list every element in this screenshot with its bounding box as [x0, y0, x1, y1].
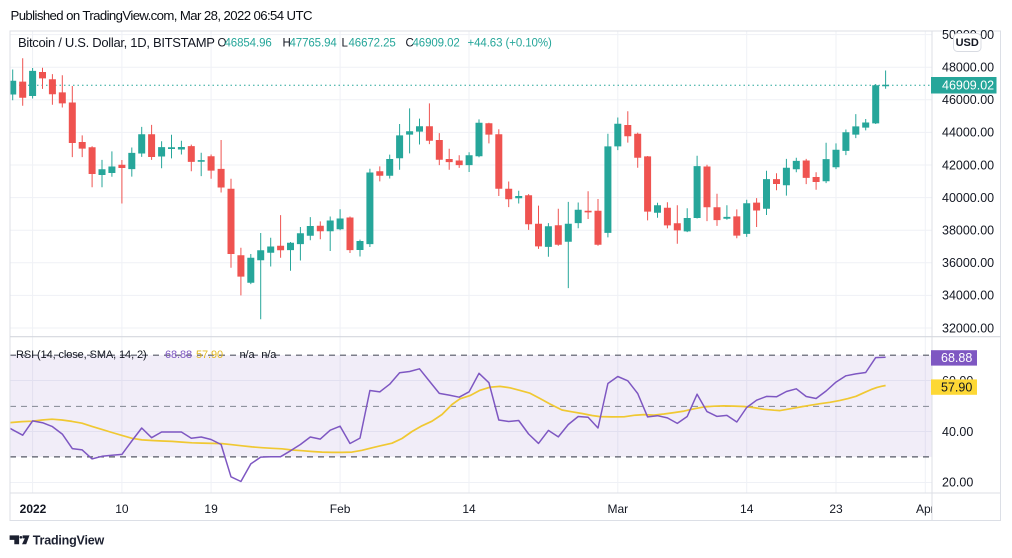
svg-text:TradingView: TradingView: [33, 533, 105, 547]
svg-text:23: 23: [829, 502, 843, 516]
svg-text:46672.25: 46672.25: [349, 38, 396, 50]
svg-text:H: H: [283, 38, 291, 50]
svg-text:46854.96: 46854.96: [225, 38, 272, 50]
svg-text:42000.00: 42000.00: [942, 158, 994, 172]
svg-text:68.88: 68.88: [941, 351, 972, 365]
svg-text:36000.00: 36000.00: [942, 256, 994, 270]
svg-text:34000.00: 34000.00: [942, 289, 994, 303]
svg-text:40.00: 40.00: [942, 425, 973, 439]
svg-text:O: O: [218, 38, 227, 50]
svg-text:Mar: Mar: [607, 502, 628, 516]
svg-text:Apr: Apr: [916, 502, 935, 516]
svg-text:C: C: [406, 38, 414, 50]
svg-text:Published on TradingView.com,: Published on TradingView.com, Mar 28, 20…: [11, 8, 313, 23]
svg-text:46909.02: 46909.02: [413, 38, 460, 50]
svg-text:44000.00: 44000.00: [942, 126, 994, 140]
svg-text:40000.00: 40000.00: [942, 191, 994, 205]
svg-text:48000.00: 48000.00: [942, 61, 994, 75]
svg-text:19: 19: [204, 502, 218, 516]
svg-text:14: 14: [462, 502, 476, 516]
svg-text:RSI (14, close, SMA, 14, 2): RSI (14, close, SMA, 14, 2): [16, 349, 147, 361]
svg-text:n/a: n/a: [240, 349, 256, 361]
svg-text:2022: 2022: [20, 502, 47, 516]
svg-text:Bitcoin / U.S. Dollar, 1D, BIT: Bitcoin / U.S. Dollar, 1D, BITSTAMP: [18, 35, 215, 50]
svg-text:L: L: [342, 38, 349, 50]
svg-text:14: 14: [740, 502, 754, 516]
svg-text:Feb: Feb: [330, 502, 351, 516]
svg-text:20.00: 20.00: [942, 475, 973, 489]
svg-text:46909.02: 46909.02: [942, 78, 994, 92]
svg-text:46000.00: 46000.00: [942, 93, 994, 107]
svg-text:n/a: n/a: [261, 349, 277, 361]
svg-text:38000.00: 38000.00: [942, 224, 994, 238]
svg-text:32000.00: 32000.00: [942, 321, 994, 335]
svg-text:57.90: 57.90: [941, 380, 972, 394]
svg-text:68.88: 68.88: [165, 349, 192, 361]
svg-text:USD: USD: [956, 37, 979, 49]
svg-text:+44.63 (+0.10%): +44.63 (+0.10%): [468, 38, 552, 50]
svg-text:57.90: 57.90: [196, 349, 223, 361]
svg-text:47765.94: 47765.94: [290, 38, 338, 50]
svg-text:10: 10: [115, 502, 129, 516]
